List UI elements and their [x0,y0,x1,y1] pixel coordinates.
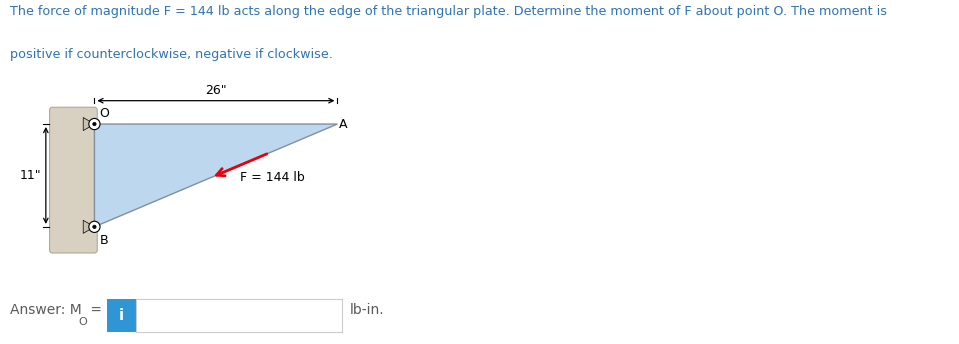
Text: 11": 11" [19,169,41,182]
Text: positive if counterclockwise, negative if clockwise.: positive if counterclockwise, negative i… [10,48,333,61]
Polygon shape [83,220,94,233]
Text: A: A [339,118,348,130]
Text: F = 144 lb: F = 144 lb [241,171,305,184]
Text: i: i [119,308,125,323]
Circle shape [93,225,96,228]
Polygon shape [83,118,94,131]
Text: The force of magnitude F = 144 lb acts along the edge of the triangular plate. D: The force of magnitude F = 144 lb acts a… [10,5,886,18]
Text: lb-in.: lb-in. [350,303,385,316]
Polygon shape [94,124,338,227]
FancyBboxPatch shape [50,107,97,253]
Text: B: B [100,234,108,247]
Circle shape [93,122,96,126]
Text: O: O [79,316,87,327]
Text: O: O [99,107,109,120]
Circle shape [89,118,100,130]
Text: =: = [86,303,103,316]
Circle shape [89,221,100,233]
Text: 26": 26" [205,84,226,97]
Text: Answer: M: Answer: M [10,303,82,316]
